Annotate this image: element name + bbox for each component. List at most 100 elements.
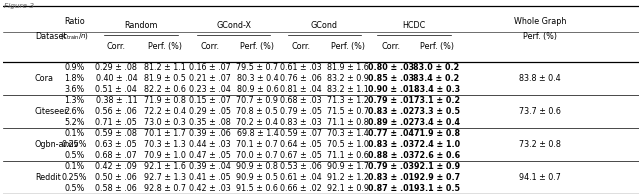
Text: 93.1 ± 0.5: 93.1 ± 0.5 <box>413 184 460 193</box>
Text: 0.39 ± .04: 0.39 ± .04 <box>189 162 230 171</box>
Text: 0.83 ± .03: 0.83 ± .03 <box>368 140 414 149</box>
Text: 0.42 ± .03: 0.42 ± .03 <box>189 184 230 193</box>
Text: 0.63 ± .05: 0.63 ± .05 <box>95 140 137 149</box>
Text: 0.83 ± .02: 0.83 ± .02 <box>368 107 414 116</box>
Text: Corr.: Corr. <box>107 42 126 51</box>
Text: 71.9 ± 0.8: 71.9 ± 0.8 <box>145 96 186 105</box>
Text: 0.21 ± .07: 0.21 ± .07 <box>189 74 230 83</box>
Text: 71.1 ± 0.6: 71.1 ± 0.6 <box>328 151 369 160</box>
Text: 0.90 ± .01: 0.90 ± .01 <box>368 85 414 94</box>
Text: 0.38 ± .11: 0.38 ± .11 <box>95 96 137 105</box>
Text: HCDC: HCDC <box>402 21 426 30</box>
Text: 83.0 ± 0.2: 83.0 ± 0.2 <box>413 63 460 72</box>
Text: 5.2%: 5.2% <box>64 118 84 127</box>
Text: 70.5 ± 1.0: 70.5 ± 1.0 <box>327 140 369 149</box>
Text: 73.7 ± 0.6: 73.7 ± 0.6 <box>519 107 561 116</box>
Text: 81.2 ± 1.1: 81.2 ± 1.1 <box>145 63 186 72</box>
Text: 82.2 ± 0.6: 82.2 ± 0.6 <box>145 85 186 94</box>
Text: Reddit: Reddit <box>35 173 61 182</box>
Text: 72.6 ± 0.6: 72.6 ± 0.6 <box>413 151 460 160</box>
Text: 73.2 ± 0.8: 73.2 ± 0.8 <box>519 140 561 149</box>
Text: 83.2 ± 0.9: 83.2 ± 0.9 <box>327 74 369 83</box>
Text: 70.1 ± 0.7: 70.1 ± 0.7 <box>236 140 278 149</box>
Text: 0.51 ± .04: 0.51 ± .04 <box>95 85 137 94</box>
Text: 92.1 ± 0.9: 92.1 ± 0.9 <box>413 162 460 171</box>
Text: 0.66 ± .02: 0.66 ± .02 <box>280 184 321 193</box>
Text: 0.39 ± .06: 0.39 ± .06 <box>189 129 230 138</box>
Text: 0.29 ± .05: 0.29 ± .05 <box>189 107 231 116</box>
Text: 81.9 ± 1.6: 81.9 ± 1.6 <box>328 63 369 72</box>
Text: Figure 3: Figure 3 <box>4 3 35 9</box>
Text: 73.0 ± 0.3: 73.0 ± 0.3 <box>145 118 186 127</box>
Text: 0.42 ± .09: 0.42 ± .09 <box>95 162 137 171</box>
Text: 1.3%: 1.3% <box>64 96 84 105</box>
Text: 80.3 ± 0.4: 80.3 ± 0.4 <box>237 74 278 83</box>
Text: ($c_{\mathregular{train}}/n$): ($c_{\mathregular{train}}/n$) <box>60 31 89 41</box>
Text: Ratio: Ratio <box>64 17 84 26</box>
Text: 0.53 ± .06: 0.53 ± .06 <box>280 162 321 171</box>
Text: 92.9 ± 0.7: 92.9 ± 0.7 <box>413 173 460 182</box>
Text: Ogbn-arxiv: Ogbn-arxiv <box>35 140 79 149</box>
Text: Corr.: Corr. <box>381 42 401 51</box>
Text: 73.3 ± 0.5: 73.3 ± 0.5 <box>413 107 460 116</box>
Text: 0.89 ± .02: 0.89 ± .02 <box>368 118 414 127</box>
Text: 0.1%: 0.1% <box>64 129 84 138</box>
Text: 0.79 ± .03: 0.79 ± .03 <box>368 162 414 171</box>
Text: 1.8%: 1.8% <box>64 74 84 83</box>
Text: 0.25%: 0.25% <box>61 140 87 149</box>
Text: 94.1 ± 0.7: 94.1 ± 0.7 <box>519 173 561 182</box>
Text: 83.8 ± 0.4: 83.8 ± 0.4 <box>520 74 561 83</box>
Text: 0.50 ± .06: 0.50 ± .06 <box>95 173 137 182</box>
Text: 70.9 ± 1.0: 70.9 ± 1.0 <box>145 151 186 160</box>
Text: 79.5 ± 0.7: 79.5 ± 0.7 <box>236 63 278 72</box>
Text: GCond-X: GCond-X <box>216 21 251 30</box>
Text: 3.6%: 3.6% <box>64 85 84 94</box>
Text: 71.5 ± 0.7: 71.5 ± 0.7 <box>327 107 369 116</box>
Text: Whole Graph: Whole Graph <box>514 17 566 26</box>
Text: 91.2 ± 1.2: 91.2 ± 1.2 <box>327 173 369 182</box>
Text: 0.79 ± .01: 0.79 ± .01 <box>368 96 414 105</box>
Text: 0.68 ± .07: 0.68 ± .07 <box>95 151 137 160</box>
Text: 83.4 ± 0.3: 83.4 ± 0.3 <box>413 85 460 94</box>
Text: 71.3 ± 1.2: 71.3 ± 1.2 <box>327 96 369 105</box>
Text: 0.16 ± .07: 0.16 ± .07 <box>189 63 230 72</box>
Text: 0.15 ± .07: 0.15 ± .07 <box>189 96 230 105</box>
Text: 0.61 ± .03: 0.61 ± .03 <box>280 63 321 72</box>
Text: 0.80 ± .03: 0.80 ± .03 <box>368 63 414 72</box>
Text: 71.1 ± 0.8: 71.1 ± 0.8 <box>328 118 369 127</box>
Text: 92.1 ± 0.9: 92.1 ± 0.9 <box>327 184 369 193</box>
Text: Perf. (%): Perf. (%) <box>332 42 365 51</box>
Text: 0.5%: 0.5% <box>64 184 84 193</box>
Text: 70.7 ± 0.9: 70.7 ± 0.9 <box>236 96 278 105</box>
Text: 0.77 ± .04: 0.77 ± .04 <box>368 129 414 138</box>
Text: 0.59 ± .07: 0.59 ± .07 <box>280 129 322 138</box>
Text: 91.5 ± 0.6: 91.5 ± 0.6 <box>236 184 278 193</box>
Text: 0.76 ± .06: 0.76 ± .06 <box>280 74 321 83</box>
Text: 70.8 ± 0.5: 70.8 ± 0.5 <box>236 107 278 116</box>
Text: 0.79 ± .05: 0.79 ± .05 <box>280 107 322 116</box>
Text: 69.8 ± 1.4: 69.8 ± 1.4 <box>237 129 278 138</box>
Text: 0.56 ± .06: 0.56 ± .06 <box>95 107 137 116</box>
Text: 71.9 ± 0.8: 71.9 ± 0.8 <box>413 129 460 138</box>
Text: 0.67 ± .05: 0.67 ± .05 <box>280 151 321 160</box>
Text: 0.41 ± .05: 0.41 ± .05 <box>189 173 230 182</box>
Text: 92.8 ± 0.7: 92.8 ± 0.7 <box>144 184 186 193</box>
Text: 0.88 ± .03: 0.88 ± .03 <box>368 151 414 160</box>
Text: 0.61 ± .04: 0.61 ± .04 <box>280 173 321 182</box>
Text: 83.4 ± 0.2: 83.4 ± 0.2 <box>413 74 460 83</box>
Text: 2.6%: 2.6% <box>64 107 84 116</box>
Text: 90.9 ± 1.7: 90.9 ± 1.7 <box>327 162 369 171</box>
Text: Corr.: Corr. <box>291 42 310 51</box>
Text: 0.68 ± .03: 0.68 ± .03 <box>280 96 321 105</box>
Text: 70.1 ± 1.7: 70.1 ± 1.7 <box>145 129 186 138</box>
Text: Perf. (%): Perf. (%) <box>241 42 275 51</box>
Text: Perf. (%): Perf. (%) <box>524 32 557 41</box>
Text: 0.35 ± .08: 0.35 ± .08 <box>189 118 230 127</box>
Text: 72.2 ± 0.4: 72.2 ± 0.4 <box>144 107 186 116</box>
Text: Cora: Cora <box>35 74 54 83</box>
Text: 90.9 ± 0.5: 90.9 ± 0.5 <box>236 173 278 182</box>
Text: Corr.: Corr. <box>200 42 220 51</box>
Text: 73.4 ± 0.4: 73.4 ± 0.4 <box>413 118 460 127</box>
Text: 0.64 ± .05: 0.64 ± .05 <box>280 140 321 149</box>
Text: Random: Random <box>124 21 157 30</box>
